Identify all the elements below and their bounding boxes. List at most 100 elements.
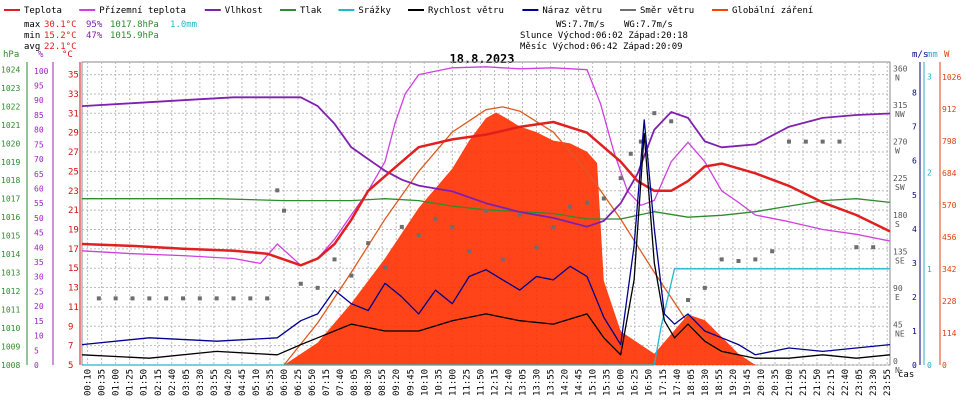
temp-tick-2: 9 <box>68 322 73 332</box>
x-tick-42: 17:40 <box>673 369 683 396</box>
humidity-tick-14: 70 <box>34 155 44 164</box>
legend-label-1: Přízemní teplota <box>99 6 186 16</box>
series-n-raz-v-tru <box>81 119 891 356</box>
radiation-tick-8: 912 <box>942 105 957 114</box>
x-tick-1: 00:35 <box>98 369 108 396</box>
legend-label-7: Směr větru <box>640 6 694 16</box>
x-tick-45: 18:55 <box>715 369 725 396</box>
series-sm-r-v-tru-point-8 <box>231 296 236 301</box>
radiation-tick-5: 570 <box>942 201 957 210</box>
direction-label-6: W <box>895 147 900 156</box>
stats-ws: WS:7.7m/s <box>556 20 605 30</box>
x-tick-9: 03:55 <box>210 369 220 396</box>
wind-tick-0: 0 <box>912 361 917 370</box>
direction-label-7: NW <box>895 110 905 119</box>
legend-label-2: Vlhkost <box>225 6 263 16</box>
x-tick-35: 14:45 <box>575 369 585 396</box>
legend-label-6: Náraz větru <box>542 6 602 16</box>
radiation-unit: W <box>944 50 950 60</box>
stats-min-label: min <box>24 31 40 41</box>
series-sm-r-v-tru-point-14 <box>315 285 320 290</box>
x-tick-15: 06:25 <box>294 369 304 396</box>
temp-tick-3: 11 <box>68 303 79 313</box>
x-tick-29: 12:15 <box>490 369 500 396</box>
humidity-tick-7: 35 <box>34 258 44 267</box>
stats-rain-total: 1.0mm <box>170 20 197 30</box>
temp-tick-11: 27 <box>68 148 79 158</box>
x-tick-8: 03:30 <box>196 369 206 396</box>
radiation-tick-1: 114 <box>942 329 957 338</box>
wind-tick-2: 2 <box>912 293 917 302</box>
x-tick-18: 07:40 <box>336 369 346 396</box>
x-tick-53: 22:15 <box>827 369 837 396</box>
humidity-tick-2: 10 <box>34 332 44 341</box>
humidity-tick-11: 55 <box>34 199 44 208</box>
wind-tick-7: 7 <box>912 123 917 132</box>
series-sm-r-v-tru-point-2 <box>130 296 135 301</box>
direction-label-4: S <box>895 220 900 229</box>
series-sm-r-v-tru-point-19 <box>399 224 404 229</box>
pressure-tick-2: 1010 <box>1 324 20 333</box>
x-tick-25: 10:35 <box>434 369 444 396</box>
direction-label-0: N <box>895 366 900 375</box>
series-rychlost-v-tru <box>81 132 891 359</box>
series-sm-r-v-tru-point-33 <box>628 151 633 156</box>
direction-label-3: SE <box>895 256 905 265</box>
humidity-tick-12: 60 <box>34 184 44 193</box>
series-sm-r-v-tru-point-39 <box>719 257 724 262</box>
chart-title: 18.8.2023 <box>449 52 514 66</box>
series-sm-r-v-tru-point-10 <box>265 296 270 301</box>
x-tick-30: 12:40 <box>504 369 514 396</box>
x-tick-44: 18:30 <box>701 369 711 396</box>
direction-tick-3: 135 <box>893 247 908 256</box>
series-sm-r-v-tru-point-23 <box>467 249 472 254</box>
series-sm-r-v-tru-point-28 <box>551 224 556 229</box>
x-tick-4: 01:50 <box>140 369 150 396</box>
series-sm-r-v-tru-point-36 <box>669 119 674 124</box>
series-tlak <box>82 198 891 220</box>
humidity-tick-9: 45 <box>34 229 44 238</box>
series-sm-r-v-tru-point-12 <box>282 208 286 213</box>
temp-tick-15: 35 <box>68 71 79 81</box>
stats-avg-temp: 22.1°C <box>44 42 77 52</box>
series-sm-r-v-tru-point-6 <box>197 296 202 301</box>
plot-area <box>81 66 891 366</box>
radiation-tick-4: 456 <box>942 233 957 242</box>
humidity-unit: % <box>38 50 44 60</box>
series-sm-r-v-tru-point-30 <box>585 200 589 205</box>
x-tick-37: 15:35 <box>603 369 613 396</box>
series-sm-r-v-tru-point-38 <box>702 285 707 290</box>
stats-min-press: 1015.9hPa <box>110 31 159 41</box>
x-tick-33: 13:55 <box>547 369 557 396</box>
x-axis-label: čas <box>898 369 914 380</box>
stats-max-label: max <box>24 20 41 30</box>
x-tick-2: 01:00 <box>112 369 122 396</box>
x-tick-10: 04:20 <box>224 369 234 396</box>
x-tick-21: 08:55 <box>378 369 388 396</box>
x-tick-13: 05:35 <box>266 369 276 396</box>
series-sm-r-v-tru-point-25 <box>500 257 505 262</box>
wind-tick-6: 6 <box>912 157 917 166</box>
wind-tick-3: 3 <box>912 259 917 268</box>
direction-tick-2: 90 <box>893 284 903 293</box>
direction-tick-7: 315 <box>893 101 908 110</box>
series-sm-r-v-tru-point-31 <box>601 196 606 201</box>
temp-tick-8: 21 <box>68 206 79 216</box>
pressure-tick-3: 1011 <box>1 306 20 315</box>
x-tick-20: 08:30 <box>364 369 374 396</box>
humidity-tick-3: 15 <box>34 317 44 326</box>
wind-tick-1: 1 <box>912 327 917 336</box>
series-sm-r-v-tru-point-20 <box>416 233 421 238</box>
x-tick-34: 14:20 <box>561 369 571 396</box>
humidity-tick-16: 80 <box>34 126 44 135</box>
pressure-tick-11: 1019 <box>1 158 20 167</box>
x-tick-51: 21:25 <box>799 369 809 396</box>
series-sm-r-v-tru-point-4 <box>164 296 169 301</box>
x-tick-48: 20:10 <box>757 369 767 396</box>
direction-tick-4: 180 <box>893 211 908 220</box>
pressure-tick-14: 1022 <box>1 102 20 111</box>
x-tick-24: 10:10 <box>420 369 430 396</box>
x-tick-22: 09:20 <box>392 369 402 396</box>
x-tick-50: 21:00 <box>785 369 795 396</box>
